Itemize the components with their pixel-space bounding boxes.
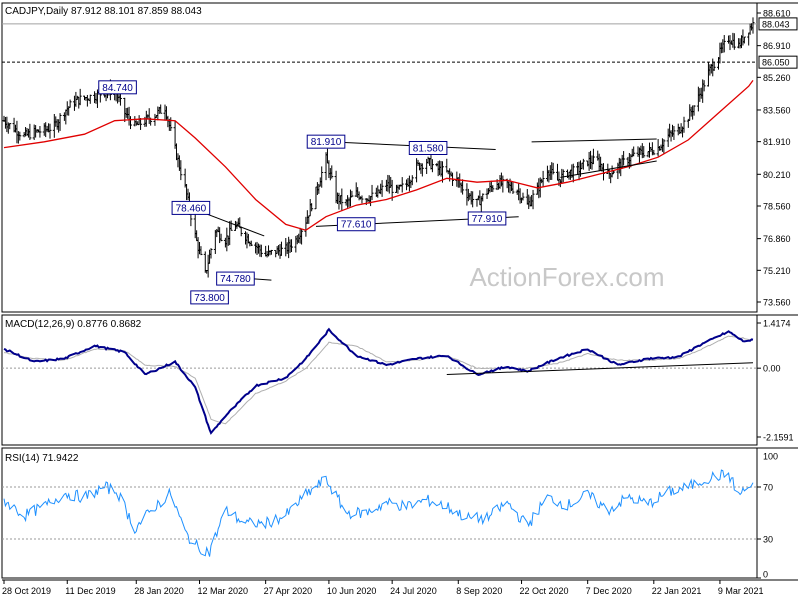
macd-signal-line: [3, 335, 754, 425]
rsi-y-tick-label: 0: [763, 570, 768, 580]
level-line-label-box: [758, 55, 798, 69]
price-y-tick-label: 85.260: [763, 73, 791, 83]
watermark: ActionForex.com: [469, 262, 664, 292]
price-annotation-box: [98, 80, 137, 95]
moving-average-line: [3, 80, 754, 231]
x-tick-label: 12 Mar 2020: [198, 586, 249, 596]
price-annotation-box: [216, 271, 255, 286]
price-annotation-box: [190, 290, 229, 305]
rsi-title: RSI(14) 71.9422: [5, 453, 79, 464]
macd-panel: 1.4174 0.00 -2.1591: [2, 319, 794, 443]
trendline: [531, 138, 657, 143]
rsi-y-tick-label: 70: [763, 483, 773, 493]
x-tick-label: 11 Dec 2019: [65, 586, 115, 596]
level-line-label: 86.050: [762, 58, 790, 68]
price-annotation-box: [408, 140, 448, 155]
x-tick-label: 28 Oct 2019: [2, 586, 51, 596]
price-annotation-label: 73.800: [194, 293, 225, 304]
price-y-tick-label: 76.860: [763, 234, 791, 244]
x-tick-label: 10 Jun 2020: [327, 586, 377, 596]
x-tick-label: 8 Sep 2020: [456, 586, 502, 596]
price-y-tick-label: 86.910: [763, 41, 791, 51]
x-tick-label: 7 Dec 2020: [586, 586, 632, 596]
price-annotation-label: 81.580: [413, 143, 444, 154]
price-annotation-label: 77.610: [341, 220, 372, 231]
price-annotation-label: 81.910: [311, 137, 342, 148]
x-tick-label: 9 Mar 2021: [718, 586, 764, 596]
current-price-label: 88.043: [762, 19, 790, 29]
x-tick-label: 27 Apr 2020: [264, 586, 313, 596]
x-tick-label: 22 Oct 2020: [520, 586, 569, 596]
panel-frames: [1, 2, 798, 581]
price-y-tick-label: 83.560: [763, 105, 791, 115]
price-y-tick-label: 75.210: [763, 266, 791, 276]
price-annotation-box: [336, 217, 376, 232]
price-annotation-box: [467, 211, 507, 226]
price-y-tick-label: 78.560: [763, 201, 791, 211]
rsi-y-tick-label: 30: [763, 535, 773, 545]
main-panel: 88.610 86.910 85.260 83.560 81.910 80.210 78.5…: [2, 9, 798, 308]
rsi-panel: 100 70 30 0: [2, 447, 778, 580]
macd-y-tick-label: 0.00: [763, 364, 781, 374]
macd-trendline: [446, 362, 754, 376]
price-y-tick-label: 88.610: [763, 9, 791, 19]
main-title: CADJPY,Daily 87.912 88.101 87.859 88.043: [5, 6, 202, 17]
rsi-y-tick-label: 100: [763, 452, 778, 462]
macd-plot-frame: [1, 314, 758, 446]
x-tick-label: 24 Jul 2020: [390, 586, 437, 596]
x-tick-label: 28 Jan 2020: [134, 586, 184, 596]
main-plot-frame: [1, 2, 758, 313]
macd-y-tick-label: 1.4174: [763, 319, 791, 329]
price-annotation-label: 84.740: [102, 83, 133, 94]
current-price-label-box: [758, 17, 798, 31]
price-annotation-label: 77.910: [472, 214, 503, 225]
rsi-plot-frame: [1, 447, 758, 579]
price-annotation-label: 78.460: [176, 203, 207, 214]
price-annotation-label: 74.780: [220, 274, 251, 285]
rsi-line: [3, 469, 754, 557]
macd-line: [3, 327, 754, 435]
macd-y-tick-label: -2.1591: [763, 433, 794, 443]
x-tick-label: 22 Jan 2021: [652, 586, 702, 596]
trendline: [560, 160, 657, 178]
price-y-tick-label: 80.210: [763, 170, 791, 180]
price-y-tick-label: 81.910: [763, 137, 791, 147]
price-annotation-box: [306, 134, 346, 149]
price-annotation-box: [171, 200, 211, 215]
x-axis: 28 Oct 2019 11 Dec 2019 28 Jan 2020 12 Mar …: [2, 580, 763, 596]
price-y-tick-label: 73.560: [763, 298, 791, 308]
macd-title: MACD(12,26,9) 0.8776 0.8682: [5, 319, 142, 330]
